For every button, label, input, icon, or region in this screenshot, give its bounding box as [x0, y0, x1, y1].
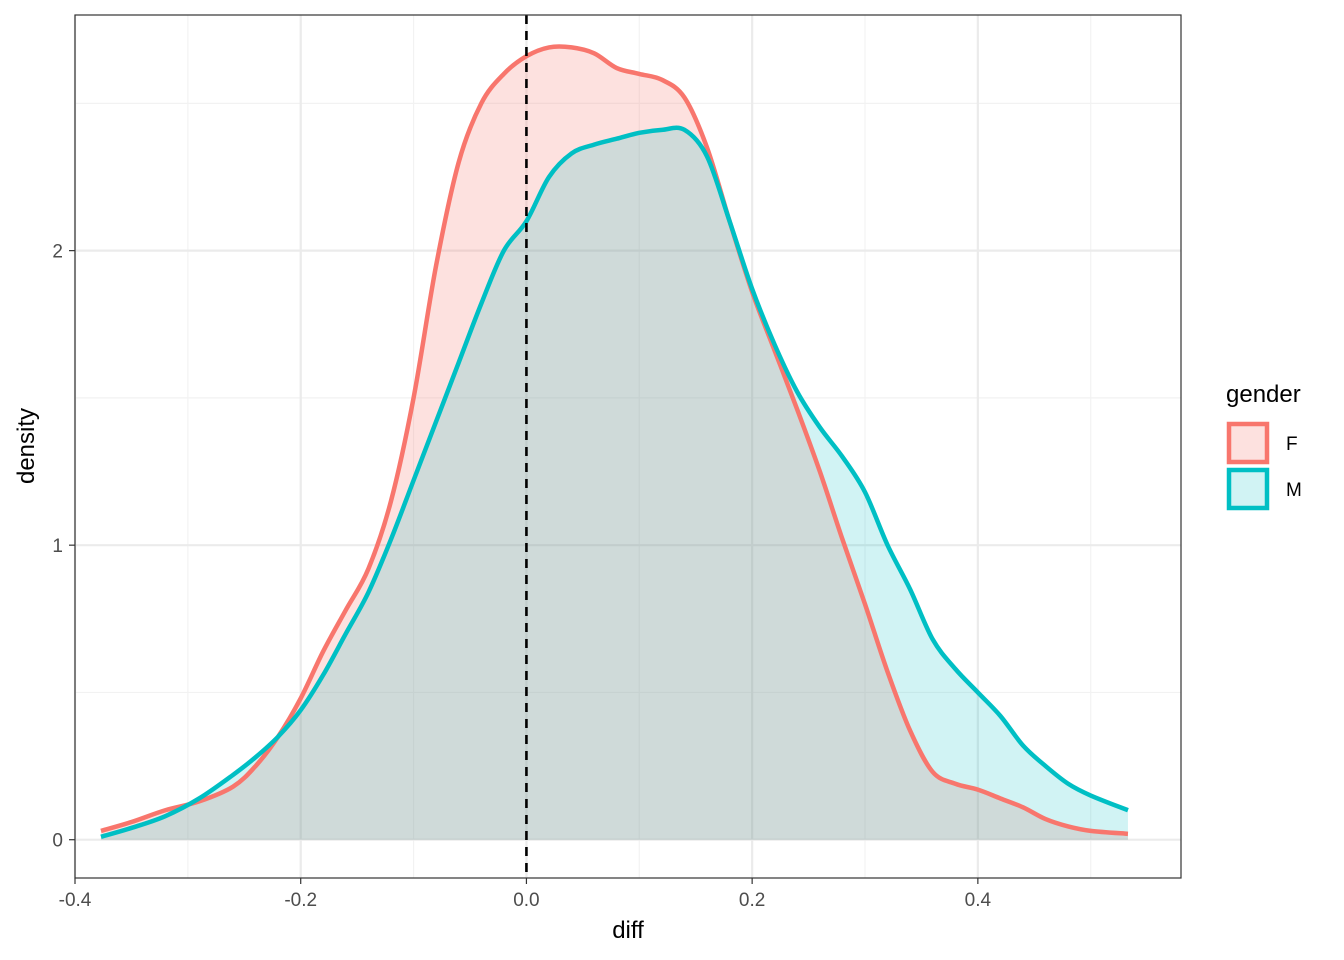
x-tick-label: 0.0: [513, 890, 539, 911]
legend-swatch-F: [1226, 421, 1270, 465]
legend-swatch-M: [1226, 467, 1270, 511]
y-tick-label: 1: [52, 536, 63, 557]
y-tick-label: 0: [52, 831, 63, 852]
y-axis: 0 1 2: [52, 242, 75, 852]
legend-key-F: [1229, 424, 1267, 462]
legend-key-M: [1229, 470, 1267, 508]
density-line-F: [100, 44, 1129, 837]
x-tick-label: -0.4: [59, 890, 92, 911]
density-area-F: [100, 46, 1128, 840]
panel-background: [75, 15, 1181, 878]
grid-minor: [75, 15, 1181, 878]
series-layer: [100, 44, 1129, 840]
legend: gender FM: [1226, 381, 1302, 511]
x-axis-title: diff: [612, 917, 644, 944]
x-tick-label: -0.2: [284, 890, 317, 911]
x-axis: -0.4 -0.2 0.0 0.2 0.4: [59, 878, 992, 911]
legend-title: gender: [1226, 381, 1301, 408]
y-axis-title: density: [13, 408, 40, 484]
x-tick-label: 0.2: [739, 890, 765, 911]
legend-entries: FM: [1226, 421, 1302, 511]
y-tick-label: 2: [52, 242, 63, 263]
panel-border: [74, 14, 1182, 879]
x-tick-label: 0.4: [965, 890, 992, 911]
density-line-M: [100, 125, 1129, 839]
legend-label-F: F: [1286, 434, 1298, 455]
density-area-M: [100, 127, 1128, 840]
legend-label-M: M: [1286, 480, 1302, 501]
